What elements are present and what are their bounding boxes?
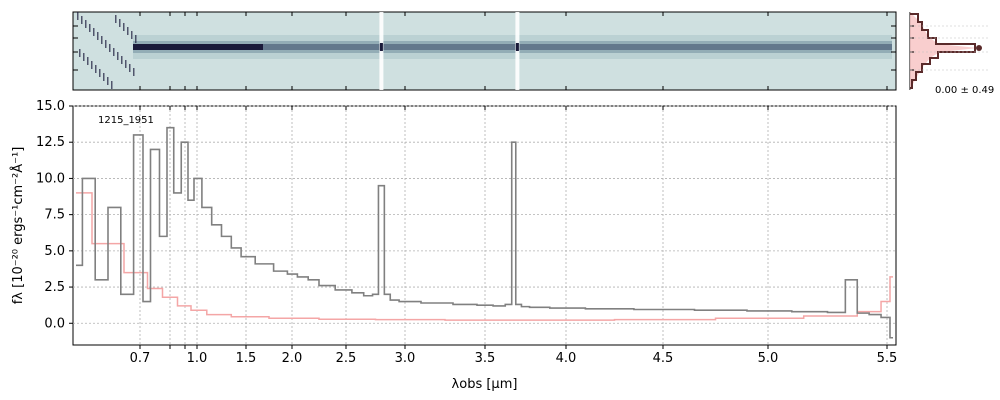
spectrum-id-label: 1215_1951	[98, 115, 154, 126]
noise-pixel	[117, 52, 119, 60]
noise-pixel	[127, 27, 129, 35]
noise-pixel	[83, 53, 85, 61]
noise-pixel	[111, 81, 113, 89]
trace-core	[133, 44, 263, 50]
noise-pixel	[105, 40, 107, 48]
noise-pixel	[109, 44, 111, 52]
flux-series	[76, 126, 893, 339]
noise-pixel	[119, 19, 121, 27]
x-tick-label: 2.0	[282, 351, 303, 366]
x-tick-label: 1.5	[236, 351, 257, 366]
hist-peak-marker	[976, 45, 982, 51]
noise-pixel	[87, 57, 89, 65]
noise-pixel	[81, 16, 83, 24]
x-tick-label: 2.5	[336, 351, 357, 366]
trace-band	[133, 44, 892, 50]
noise-pixel	[95, 65, 97, 73]
error-line	[76, 192, 893, 321]
x-tick-label: 1.0	[187, 351, 208, 366]
noise-pixel	[91, 61, 93, 69]
noise-pixel	[93, 28, 95, 36]
noise-pixel	[101, 36, 103, 44]
noise-pixel	[103, 73, 105, 81]
noise-pixel	[107, 77, 109, 85]
noise-pixel	[77, 12, 79, 20]
spectrum-1d-panel: 0.7 1.0 1.5 2.0 2.5 3.0 3.5 4.0 4.5 5.0 5.5 0.0 2.5…	[36, 99, 897, 366]
emission-blob	[515, 43, 519, 51]
noise-pixel	[123, 23, 125, 31]
histogram-annotation: 0.00 ± 0.49	[935, 85, 994, 96]
x-tick-label: 5.5	[877, 351, 898, 366]
x-axis-title: λobs [μm]	[452, 377, 518, 392]
noise-pixel	[115, 15, 117, 23]
noise-pixel	[99, 69, 101, 77]
noise-pixel	[79, 49, 81, 57]
noise-pixel	[113, 48, 115, 56]
noise-pixel	[135, 35, 137, 43]
error-series	[76, 192, 893, 321]
flux-line	[76, 126, 893, 339]
noise-pixel	[85, 20, 87, 28]
y-tick-label: 0.0	[44, 316, 65, 331]
y-tick-label: 12.5	[36, 135, 65, 150]
noise-pixel	[129, 64, 131, 72]
y-tick-label: 7.5	[44, 208, 65, 223]
noise-pixel	[125, 60, 127, 68]
spectrum-2d-panel	[72, 11, 897, 91]
y-axis-ticks: 0.0 2.5 5.0 7.5 10.0 12.5 15.0	[36, 99, 73, 331]
grid-lines	[73, 105, 896, 345]
y-tick-label: 10.0	[36, 171, 65, 186]
x-tick-label: 4.5	[653, 351, 674, 366]
noise-pixel	[133, 68, 135, 76]
x-tick-label: 4.0	[556, 351, 577, 366]
noise-pixel	[121, 56, 123, 64]
plot-frame	[72, 105, 897, 346]
residual-histogram-panel	[909, 12, 990, 90]
y-axis-title: fλ [10⁻²⁰ ergs⁻¹cm⁻²Å⁻¹]	[10, 147, 26, 305]
x-tick-label: 0.7	[130, 351, 151, 366]
x-tick-label: 5.0	[758, 351, 779, 366]
emission-blob	[379, 43, 383, 51]
noise-pixel	[97, 32, 99, 40]
noise-pixel	[131, 31, 133, 39]
y-tick-label: 2.5	[44, 280, 65, 295]
x-axis-ticks: 0.7 1.0 1.5 2.0 2.5 3.0 3.5 4.0 4.5 5.0 5.5	[130, 106, 898, 366]
y-tick-label: 15.0	[36, 99, 65, 114]
y-tick-label: 5.0	[44, 244, 65, 259]
x-tick-label: 3.0	[395, 351, 416, 366]
x-tick-label: 3.5	[475, 351, 496, 366]
noise-pixel	[89, 24, 91, 32]
